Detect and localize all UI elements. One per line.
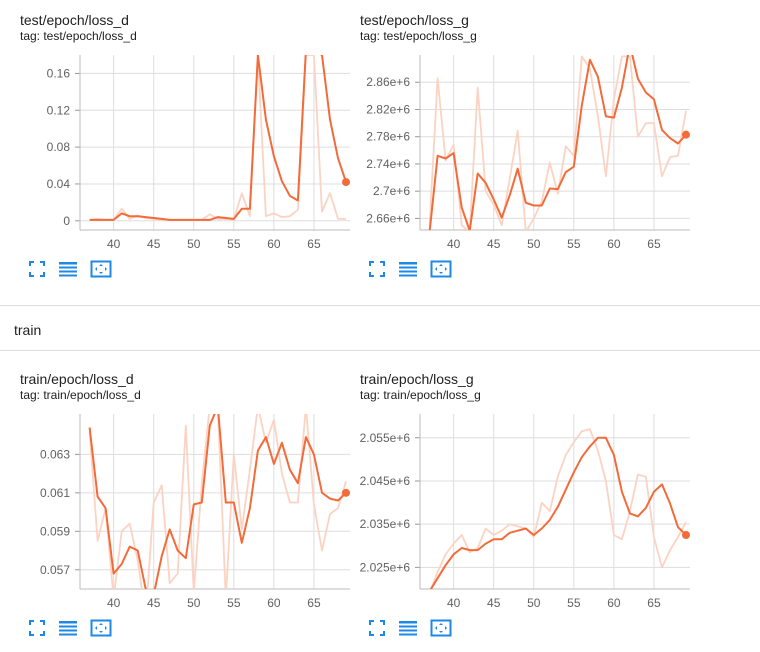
x-tick-label: 50 (527, 596, 541, 610)
y-tick-label: 0.057 (40, 563, 70, 577)
x-tick-label: 45 (147, 596, 161, 610)
x-tick-label: 55 (567, 237, 581, 251)
y-tick-label: 2.025e+6 (360, 560, 411, 574)
chart-tag: tag: test/epoch/loss_d (20, 29, 137, 43)
x-tick-label: 65 (307, 237, 321, 251)
y-tick-label: 0.12 (47, 103, 71, 117)
x-tick-label: 60 (607, 237, 621, 251)
chart-title: train/epoch/loss_g (360, 371, 474, 387)
chart-tag: tag: train/epoch/loss_d (20, 388, 141, 402)
x-tick-label: 55 (567, 596, 581, 610)
fit-domain-icon[interactable] (430, 619, 452, 637)
chart-tag: tag: train/epoch/loss_g (360, 388, 481, 402)
smoothed-series-line (88, 414, 347, 589)
last-point-marker (341, 488, 350, 497)
x-tick-label: 40 (447, 237, 461, 251)
y-tick-label: 0.059 (40, 524, 70, 538)
chart-card-train-loss-d: train/epoch/loss_d tag: train/epoch/loss… (0, 359, 350, 649)
x-tick-label: 60 (607, 596, 621, 610)
section-divider (0, 350, 760, 351)
y-tick-label: 0.08 (47, 140, 71, 154)
fit-domain-icon[interactable] (90, 260, 112, 278)
smoothed-series-line (428, 55, 687, 230)
section-divider (0, 305, 760, 306)
chart-card-test-loss-d: test/epoch/loss_d tag: test/epoch/loss_d… (0, 0, 350, 290)
x-tick-label: 45 (147, 237, 161, 251)
toggle-log-scale-icon[interactable] (398, 260, 418, 278)
chart-plot[interactable]: 40 45 50 55 60 65 0.057 0.059 0.061 0.063 (0, 359, 350, 619)
toggle-log-scale-icon[interactable] (398, 619, 418, 637)
raw-series-line (428, 55, 687, 230)
chart-card-train-loss-g: train/epoch/loss_g tag: train/epoch/loss… (340, 359, 690, 649)
chart-plot[interactable]: 40 45 50 55 60 65 2.025e+6 2.035e+6 2.045e+6 2.05… (340, 359, 690, 619)
chart-plot[interactable]: 40 45 50 55 60 65 0 0.04 0.08 0.12 0.16 (0, 0, 350, 260)
x-tick-label: 40 (107, 237, 121, 251)
x-tick-label: 40 (107, 596, 121, 610)
last-point-marker (341, 178, 350, 187)
last-point-marker (681, 530, 690, 539)
y-tick-label: 0.063 (40, 447, 70, 461)
x-tick-label: 60 (267, 237, 281, 251)
fullscreen-icon[interactable] (28, 619, 48, 637)
section-title[interactable]: train (14, 322, 42, 338)
x-tick-label: 55 (227, 237, 241, 251)
x-tick-label: 50 (527, 237, 541, 251)
chart-title: test/epoch/loss_g (360, 12, 469, 28)
y-tick-label: 0.061 (40, 486, 70, 500)
raw-series-line (430, 428, 687, 589)
y-tick-label: 0.16 (47, 66, 71, 80)
x-tick-label: 65 (647, 596, 661, 610)
fullscreen-icon[interactable] (28, 260, 48, 278)
x-tick-label: 65 (307, 596, 321, 610)
chart-title: train/epoch/loss_d (20, 371, 134, 387)
raw-series-line (88, 414, 347, 589)
smoothed-series-line (89, 55, 347, 221)
y-tick-label: 2.7e+6 (373, 184, 410, 198)
x-tick-label: 50 (187, 237, 201, 251)
last-point-marker (681, 130, 690, 139)
x-tick-label: 65 (647, 237, 661, 251)
y-tick-label: 2.86e+6 (366, 75, 410, 89)
y-tick-label: 2.035e+6 (360, 517, 411, 531)
x-tick-label: 50 (187, 596, 201, 610)
toggle-log-scale-icon[interactable] (58, 619, 78, 637)
raw-series-line (89, 55, 346, 221)
x-tick-label: 45 (487, 237, 501, 251)
chart-card-test-loss-g: test/epoch/loss_g tag: test/epoch/loss_g… (340, 0, 690, 290)
chart-tag: tag: test/epoch/loss_g (360, 29, 477, 43)
fit-domain-icon[interactable] (90, 619, 112, 637)
y-tick-label: 2.66e+6 (366, 211, 410, 225)
toggle-log-scale-icon[interactable] (58, 260, 78, 278)
x-tick-label: 40 (447, 596, 461, 610)
y-tick-label: 2.74e+6 (366, 157, 410, 171)
fit-domain-icon[interactable] (430, 260, 452, 278)
chart-plot[interactable]: 40 45 50 55 60 65 2.66e+6 2.7e+6 2.74e+6 2.78e+6 2… (340, 0, 690, 260)
y-tick-label: 2.82e+6 (366, 102, 410, 116)
x-tick-label: 55 (227, 596, 241, 610)
chart-title: test/epoch/loss_d (20, 12, 129, 28)
y-tick-label: 2.055e+6 (360, 431, 411, 445)
y-tick-label: 2.045e+6 (360, 474, 411, 488)
y-tick-label: 2.78e+6 (366, 130, 410, 144)
x-tick-label: 60 (267, 596, 281, 610)
smoothed-series-line (429, 436, 687, 589)
y-tick-label: 0 (63, 214, 70, 228)
fullscreen-icon[interactable] (368, 260, 388, 278)
fullscreen-icon[interactable] (368, 619, 388, 637)
y-tick-label: 0.04 (47, 177, 71, 191)
x-tick-label: 45 (487, 596, 501, 610)
